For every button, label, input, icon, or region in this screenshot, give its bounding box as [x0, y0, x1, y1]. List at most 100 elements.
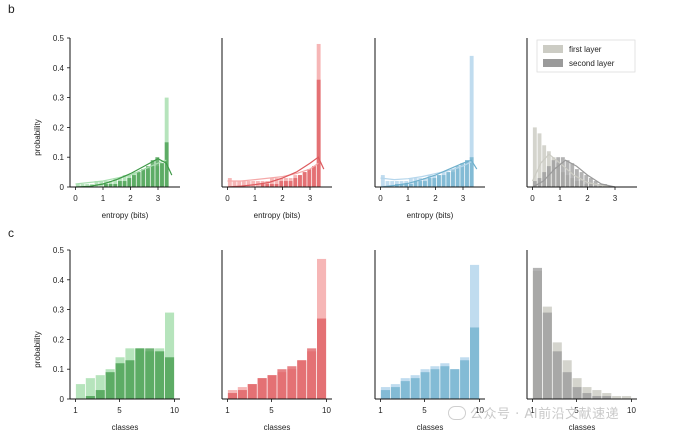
- c2-bar-s1-6: [287, 366, 297, 399]
- b1-bar-s1-8: [113, 184, 118, 187]
- b2-bar-s1-10: [274, 184, 279, 187]
- c1-xtick-label-5: 5: [117, 406, 122, 415]
- b3-xlabel: entropy (bits): [407, 211, 454, 220]
- c3-xtick-label-5: 5: [422, 406, 427, 415]
- b3-xtick-label-2: 2: [433, 194, 438, 203]
- b3-bar-s1-11: [432, 178, 437, 187]
- b4-legend-swatch-0: [543, 45, 563, 53]
- b3-bar-s1-4: [399, 184, 404, 187]
- b2-bar-s0-10: [274, 178, 279, 187]
- wechat-icon: [448, 406, 466, 420]
- b4-bar-s1-3: [546, 166, 551, 187]
- c4-bar-s0-9: [622, 396, 632, 399]
- b2-bar-s1-15: [298, 175, 302, 187]
- b2-bar-s0-5: [251, 181, 256, 187]
- b1-ytick-label-0.1: 0.1: [53, 153, 65, 162]
- c3-bar-s1-5: [430, 369, 440, 399]
- b3-bar-s1-14: [446, 172, 451, 187]
- c3-xtick-label-10: 10: [475, 406, 484, 415]
- b2-xtick-label-3: 3: [308, 194, 313, 203]
- b1-xlabel: entropy (bits): [102, 211, 149, 220]
- b3-bar-s1-5: [404, 184, 409, 187]
- b1-xtick-label-0: 0: [73, 194, 78, 203]
- b1-bar-s1-7: [108, 184, 113, 187]
- b2-xtick-label-0: 0: [225, 194, 230, 203]
- c1-ytick-label-0.4: 0.4: [53, 276, 65, 285]
- c1-bar-s0-9: [165, 312, 175, 399]
- c4-bar-s1-0: [532, 267, 542, 399]
- c1-ylabel: probability: [33, 331, 42, 367]
- b4-bar-s1-12: [589, 178, 593, 187]
- b2-kde-0: [227, 162, 319, 182]
- b2-xlabel: entropy (bits): [254, 211, 301, 220]
- watermark-text: 公众号 · AI前沿文献速递: [470, 407, 620, 422]
- c2-xlabel: classes: [264, 423, 291, 432]
- c1-ytick-label-0.2: 0.2: [53, 335, 65, 344]
- b4-kde-0: [531, 153, 616, 188]
- c1-ytick-label-0.3: 0.3: [53, 306, 65, 315]
- b3-bar-s1-15: [451, 169, 455, 187]
- c1-bar-s1-5: [125, 360, 135, 399]
- b1-xtick-label-1: 1: [101, 194, 106, 203]
- c3-bar-s1-0: [380, 390, 390, 399]
- b1-ytick-label-0.5: 0.5: [53, 34, 65, 43]
- c1-bar-s1-6: [135, 348, 145, 399]
- c1-ytick-label-0: 0: [60, 395, 65, 404]
- b3-bar-s0-1: [385, 181, 390, 187]
- c1-bar-s0-1: [85, 378, 95, 399]
- b4-bar-s1-7: [565, 160, 570, 187]
- c4-xtick-label-1: 1: [530, 406, 535, 415]
- b2-bar-s0-8: [265, 181, 270, 187]
- c2-xtick-label-1: 1: [225, 406, 230, 415]
- panel-label-b: b: [8, 2, 15, 16]
- b1-bar-s1-15: [146, 166, 150, 187]
- b1-bar-s1-17: [155, 157, 160, 187]
- b1-ylabel: probability: [33, 119, 42, 155]
- c4-xlabel: classes: [569, 423, 596, 432]
- c1-bar-s1-3: [105, 372, 115, 399]
- b2-bar-s1-19: [316, 79, 321, 187]
- b2-bar-s1-9: [269, 184, 274, 187]
- c3-bar-s1-8: [460, 360, 470, 399]
- b2-bar-s0-1: [232, 181, 237, 187]
- c3-bar-s1-3: [410, 378, 420, 399]
- b3-bar-s0-0: [380, 175, 385, 187]
- b3-bar-s1-7: [413, 181, 418, 187]
- c2-bar-s1-3: [257, 378, 267, 399]
- c1-bar-s1-9: [165, 357, 175, 399]
- b1-bar-s0-6: [103, 181, 108, 187]
- b3-kde-1: [380, 159, 478, 188]
- b1-bar-s0-8: [113, 178, 118, 187]
- c4-bar-s0-6: [592, 390, 602, 399]
- panel-label-c: c: [8, 226, 14, 240]
- b3-bar-s1-13: [441, 175, 446, 187]
- b2-bar-s0-3: [241, 181, 246, 187]
- b1-bar-s1-14: [141, 169, 146, 187]
- b1-bar-s1-16: [150, 160, 155, 187]
- b4-bar-s1-5: [556, 157, 561, 187]
- c3-bar-s1-6: [440, 366, 450, 399]
- b2-bar-s1-8: [265, 184, 270, 187]
- c2-bar-s1-7: [297, 360, 307, 399]
- c4-bar-s1-7: [602, 396, 612, 399]
- b4-bar-s0-2: [542, 145, 547, 187]
- b2-bar-s1-16: [302, 172, 307, 187]
- watermark: 公众号 · AI前沿文献速递: [448, 403, 619, 422]
- b1-bar-s0-0: [75, 184, 80, 187]
- b2-bar-s0-0: [227, 178, 232, 187]
- b1-ytick-label-0: 0: [60, 183, 65, 192]
- c1-bar-s1-1: [85, 396, 95, 399]
- c2-bar-s1-2: [247, 384, 257, 399]
- b2-bar-s1-12: [284, 181, 288, 187]
- c1-ytick-label-0.5: 0.5: [53, 246, 65, 255]
- b1-bar-s1-9: [117, 181, 122, 187]
- b4-xtick-label-3: 3: [613, 194, 618, 203]
- c4-bar-s0-8: [612, 396, 622, 399]
- b1-ytick-label-0.4: 0.4: [53, 64, 65, 73]
- b1-bar-s0-1: [80, 184, 85, 187]
- b3-bar-s1-12: [437, 175, 441, 187]
- b1-bar-s1-12: [132, 175, 136, 187]
- b1-bar-s1-18: [160, 163, 164, 187]
- b2-xtick-label-2: 2: [280, 194, 285, 203]
- b1-bar-s1-6: [103, 184, 108, 187]
